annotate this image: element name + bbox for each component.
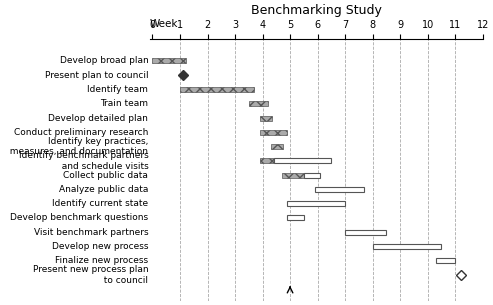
Text: Analyze public data: Analyze public data	[59, 185, 148, 194]
Text: Visit benchmark partners: Visit benchmark partners	[34, 228, 148, 237]
Text: Finalize new process: Finalize new process	[55, 256, 148, 265]
Bar	[436, 258, 455, 263]
Bar	[152, 58, 185, 63]
Text: Develop new process: Develop new process	[52, 242, 148, 251]
Text: Develop broad plan: Develop broad plan	[60, 56, 148, 65]
Bar	[260, 130, 287, 135]
Text: Identify current state: Identify current state	[52, 199, 148, 208]
Bar	[249, 101, 268, 106]
Text: Collect public data: Collect public data	[64, 170, 148, 180]
Text: Develop detailed plan: Develop detailed plan	[48, 113, 148, 123]
Bar	[260, 116, 272, 120]
Bar	[304, 173, 320, 178]
Text: Present new process plan
  to council: Present new process plan to council	[33, 265, 148, 285]
Text: Present plan to council: Present plan to council	[45, 71, 148, 80]
Text: Conduct preliminary research: Conduct preliminary research	[14, 128, 148, 137]
Bar	[180, 87, 254, 92]
Text: Develop benchmark questions: Develop benchmark questions	[10, 214, 148, 222]
Text: Identify key practices,
  measures, and documentation: Identify key practices, measures, and do…	[4, 137, 148, 156]
Bar	[271, 144, 283, 149]
Bar	[315, 187, 364, 192]
Text: Week: Week	[150, 19, 178, 29]
Text: Identify team: Identify team	[87, 85, 148, 94]
Bar	[274, 158, 331, 163]
Bar	[345, 230, 387, 235]
Text: Identify benchmark partners
  and schedule visits: Identify benchmark partners and schedule…	[19, 151, 148, 170]
Bar	[282, 173, 304, 178]
Bar	[373, 244, 441, 249]
Bar	[260, 158, 274, 163]
Text: Train team: Train team	[101, 99, 148, 108]
Title: Benchmarking Study: Benchmarking Study	[251, 4, 382, 17]
Bar	[287, 201, 345, 206]
Bar	[287, 216, 304, 221]
